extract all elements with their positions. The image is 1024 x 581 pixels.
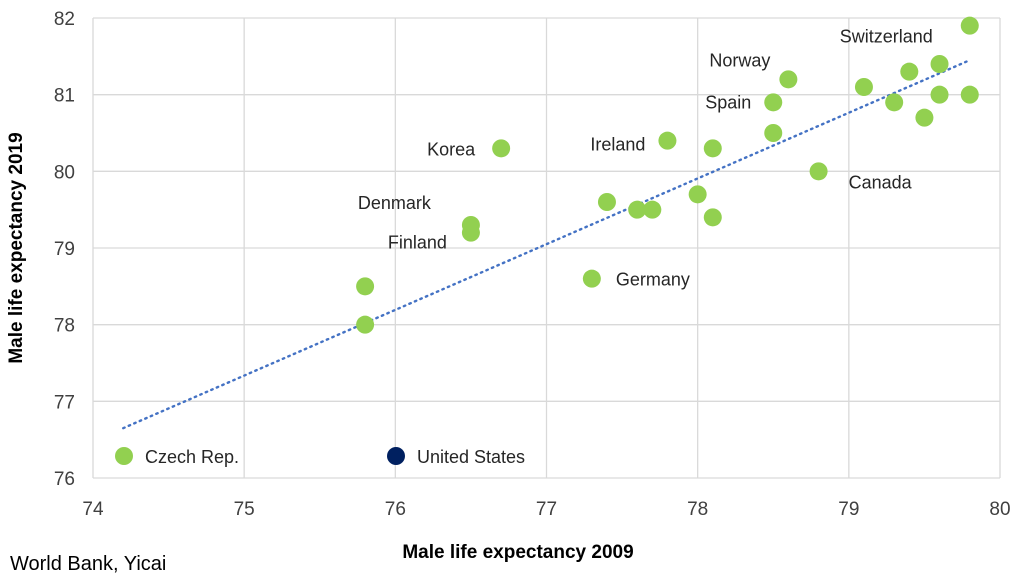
data-point (930, 55, 949, 73)
data-point (597, 193, 616, 211)
data-point (885, 93, 904, 112)
data-points (356, 16, 979, 334)
point-label: Korea (427, 139, 476, 159)
legend: Czech Rep. United States (115, 447, 525, 467)
data-point (703, 139, 722, 158)
grid-lines (92, 17, 1001, 479)
y-tick-label: 81 (54, 86, 75, 107)
data-point (658, 131, 677, 150)
x-tick-label: 77 (536, 499, 557, 520)
y-tick-label: 76 (54, 469, 75, 490)
point-labels: Switzerland Norway Spain Canada Ireland Germa… (358, 27, 933, 290)
data-point (960, 85, 979, 104)
y-tick-label: 77 (54, 392, 75, 413)
x-tick-label: 79 (838, 499, 859, 520)
point-label: Germany (616, 270, 690, 290)
point-label: Canada (849, 172, 913, 192)
tick-labels: 74 75 76 77 78 79 80 76 77 78 79 80 81 82 (54, 9, 1011, 520)
data-point (356, 315, 375, 334)
x-tick-label: 75 (234, 499, 255, 520)
x-tick-label: 76 (385, 499, 406, 520)
data-point (930, 85, 949, 104)
legend-marker (115, 447, 133, 465)
data-point (356, 277, 375, 296)
data-point (492, 139, 511, 158)
trendline (122, 58, 971, 430)
data-point (703, 208, 722, 227)
data-point (688, 185, 707, 204)
source-note: World Bank, Yicai (10, 553, 166, 575)
legend-entry-label: Czech Rep. (145, 447, 239, 467)
point-label: Finland (388, 233, 447, 253)
y-axis-title: Male life expectancy 2019 (6, 132, 27, 363)
x-tick-label: 74 (82, 499, 104, 520)
x-tick-label: 78 (687, 499, 708, 520)
data-point (643, 200, 662, 219)
point-label: Ireland (590, 135, 645, 155)
x-axis-title: Male life expectancy 2009 (402, 542, 633, 563)
legend-entry-label: United States (417, 447, 525, 467)
y-tick-label: 80 (54, 162, 75, 183)
data-point (628, 200, 647, 219)
data-point (915, 108, 934, 127)
data-point (764, 124, 783, 142)
data-point (764, 93, 783, 112)
point-label: Norway (709, 50, 770, 70)
data-point (809, 162, 828, 181)
data-point (960, 16, 979, 35)
point-label: Denmark (358, 193, 432, 213)
point-label: Spain (705, 92, 751, 112)
trendline-layer (122, 58, 971, 430)
legend-marker (387, 447, 405, 465)
y-tick-label: 82 (54, 9, 75, 30)
data-point (779, 70, 798, 89)
x-tick-label: 80 (989, 499, 1010, 520)
data-point (854, 78, 873, 96)
data-point (461, 223, 480, 242)
y-tick-label: 78 (54, 316, 75, 337)
data-point (900, 62, 919, 81)
point-label: Switzerland (840, 27, 933, 47)
y-tick-label: 79 (54, 239, 75, 260)
data-point (582, 269, 601, 288)
